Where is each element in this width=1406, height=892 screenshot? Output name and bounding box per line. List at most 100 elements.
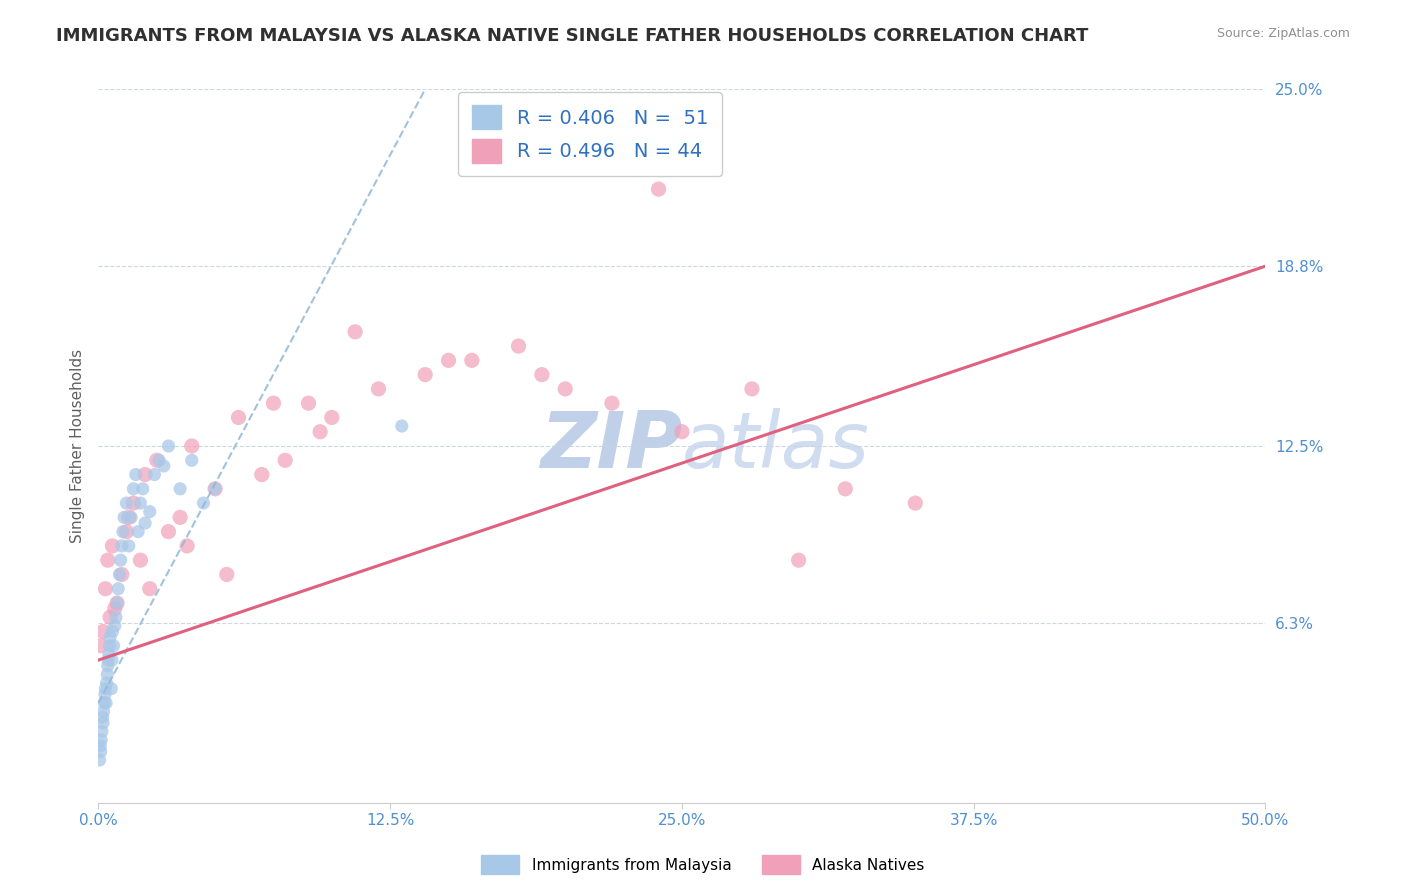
- Point: [94, 582, 117, 596]
- Point: [104, 601, 127, 615]
- Point: [215, 567, 238, 582]
- Point: [100, 681, 122, 696]
- Point: [97, 648, 120, 662]
- Point: [530, 368, 553, 382]
- Point: [97, 653, 120, 667]
- Point: [204, 482, 226, 496]
- Y-axis label: Single Father Households: Single Father Households: [69, 349, 84, 543]
- Point: [134, 516, 156, 530]
- Point: [297, 396, 319, 410]
- Point: [143, 467, 166, 482]
- Point: [180, 453, 202, 467]
- Point: [107, 582, 129, 596]
- Point: [647, 182, 669, 196]
- Point: [115, 496, 138, 510]
- Point: [461, 353, 484, 368]
- Point: [132, 482, 155, 496]
- Point: [98, 639, 121, 653]
- Point: [103, 639, 125, 653]
- Point: [148, 453, 170, 467]
- Point: [101, 624, 124, 639]
- Point: [90, 733, 112, 747]
- Point: [262, 396, 284, 410]
- Point: [111, 567, 134, 582]
- Point: [139, 505, 162, 519]
- Point: [89, 739, 111, 753]
- Point: [96, 667, 118, 681]
- Point: [139, 582, 162, 596]
- Point: [129, 496, 152, 510]
- Point: [787, 553, 810, 567]
- Point: [274, 453, 297, 467]
- Point: [176, 539, 198, 553]
- Point: [105, 596, 128, 610]
- Text: ZIP: ZIP: [540, 408, 682, 484]
- Point: [97, 658, 120, 673]
- Point: [157, 524, 180, 539]
- Point: [321, 410, 343, 425]
- Point: [904, 496, 927, 510]
- Point: [508, 339, 530, 353]
- Point: [101, 539, 124, 553]
- Legend: Immigrants from Malaysia, Alaska Natives: Immigrants from Malaysia, Alaska Natives: [475, 849, 931, 880]
- Point: [204, 482, 226, 496]
- Point: [94, 696, 117, 710]
- Text: atlas: atlas: [682, 408, 870, 484]
- Point: [169, 482, 191, 496]
- Point: [96, 676, 118, 690]
- Point: [101, 653, 124, 667]
- Point: [120, 510, 142, 524]
- Point: [391, 419, 413, 434]
- Text: IMMIGRANTS FROM MALAYSIA VS ALASKA NATIVE SINGLE FATHER HOUSEHOLDS CORRELATION C: IMMIGRANTS FROM MALAYSIA VS ALASKA NATIV…: [56, 27, 1088, 45]
- Point: [309, 425, 332, 439]
- Point: [437, 353, 460, 368]
- Point: [129, 553, 152, 567]
- Point: [105, 596, 128, 610]
- Point: [94, 687, 117, 701]
- Point: [118, 539, 141, 553]
- Point: [169, 510, 191, 524]
- Point: [157, 439, 180, 453]
- Point: [554, 382, 576, 396]
- Point: [228, 410, 250, 425]
- Point: [250, 467, 273, 482]
- Point: [152, 458, 174, 473]
- Point: [741, 382, 763, 396]
- Point: [180, 439, 202, 453]
- Legend: R = 0.406   N =  51, R = 0.496   N = 44: R = 0.406 N = 51, R = 0.496 N = 44: [458, 92, 721, 177]
- Point: [98, 610, 121, 624]
- Point: [413, 368, 436, 382]
- Point: [91, 710, 114, 724]
- Point: [98, 630, 121, 644]
- Point: [127, 524, 149, 539]
- Point: [89, 753, 111, 767]
- Point: [104, 610, 127, 624]
- Point: [118, 510, 141, 524]
- Point: [367, 382, 389, 396]
- Point: [134, 467, 156, 482]
- Point: [671, 425, 693, 439]
- Point: [91, 715, 114, 730]
- Point: [93, 705, 115, 719]
- Point: [125, 467, 148, 482]
- Point: [94, 681, 117, 696]
- Point: [112, 510, 135, 524]
- Point: [90, 639, 112, 653]
- Point: [110, 553, 132, 567]
- Point: [108, 567, 131, 582]
- Point: [600, 396, 623, 410]
- Point: [91, 624, 114, 639]
- Point: [111, 524, 134, 539]
- Point: [146, 453, 169, 467]
- Point: [834, 482, 856, 496]
- Point: [93, 696, 115, 710]
- Point: [104, 619, 127, 633]
- Point: [111, 539, 134, 553]
- Point: [193, 496, 215, 510]
- Point: [115, 524, 138, 539]
- Point: [90, 744, 112, 758]
- Text: Source: ZipAtlas.com: Source: ZipAtlas.com: [1216, 27, 1350, 40]
- Point: [344, 325, 367, 339]
- Point: [122, 496, 145, 510]
- Point: [97, 553, 120, 567]
